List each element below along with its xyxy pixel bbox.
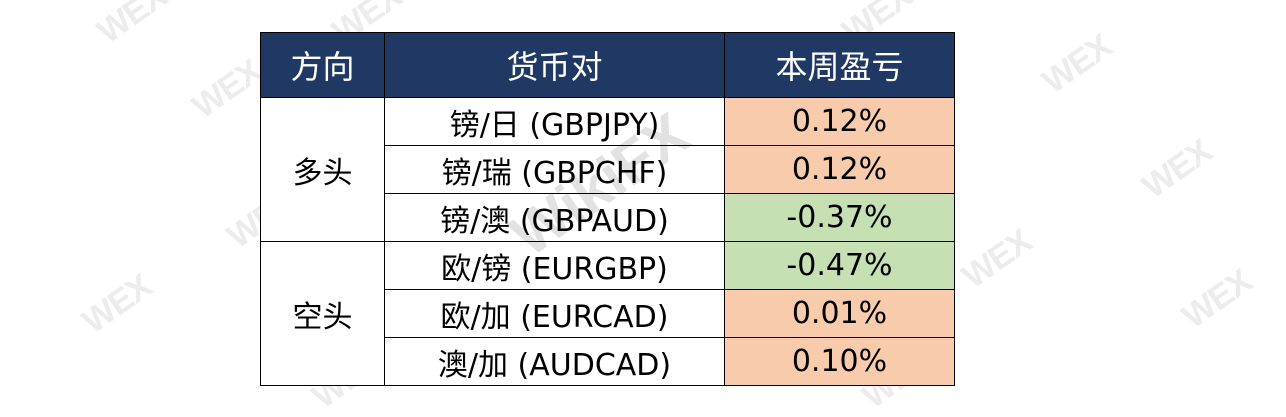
pair-cell: 澳/加 (AUDCAD): [384, 337, 725, 386]
weekly-pnl-table: 方向 货币对 本周盈亏 多头 镑/日 (GBPJPY) 0.12% 镑/瑞 (G…: [260, 32, 955, 386]
watermark-logo: WEX: [1035, 27, 1119, 102]
table-row: 澳/加 (AUDCAD) 0.10%: [261, 337, 955, 386]
table-row: 欧/加 (EURCAD) 0.01%: [261, 289, 955, 338]
pnl-cell: 0.12%: [724, 145, 955, 194]
header-direction: 方向: [260, 32, 385, 98]
header-pair: 货币对: [384, 32, 725, 98]
table-row: 空头 欧/镑 (EURGBP) -0.47%: [260, 241, 955, 386]
pnl-cell: -0.37%: [724, 193, 955, 242]
pair-cell: 欧/加 (EURCAD): [384, 289, 725, 338]
pnl-cell: -0.47%: [724, 241, 955, 290]
watermark-logo: WEX: [75, 267, 159, 342]
pnl-cell: 0.10%: [724, 337, 955, 386]
watermark-logo: WEX: [90, 0, 174, 52]
pair-cell: 镑/澳 (GBPAUD): [384, 193, 725, 242]
table-row: 镑/澳 (GBPAUD) -0.37%: [261, 193, 955, 242]
table-row: 多头 镑/日 (GBPJPY) 0.12%: [260, 97, 955, 242]
table-header-row: 方向 货币对 本周盈亏: [260, 32, 955, 98]
watermark-logo: WEX: [1135, 132, 1219, 207]
header-pnl: 本周盈亏: [724, 32, 955, 98]
pnl-cell: 0.01%: [724, 289, 955, 338]
pair-cell: 欧/镑 (EURGBP): [384, 241, 725, 290]
pair-cell: 镑/瑞 (GBPCHF): [384, 145, 725, 194]
group-label-long: 多头: [260, 97, 385, 242]
watermark-logo: WEX: [1175, 262, 1259, 337]
pnl-cell: 0.12%: [724, 97, 955, 146]
group-label-short: 空头: [260, 241, 385, 386]
watermark-logo: WEX: [185, 52, 269, 127]
pair-cell: 镑/日 (GBPJPY): [384, 97, 725, 146]
watermark-logo: WEX: [955, 222, 1039, 297]
